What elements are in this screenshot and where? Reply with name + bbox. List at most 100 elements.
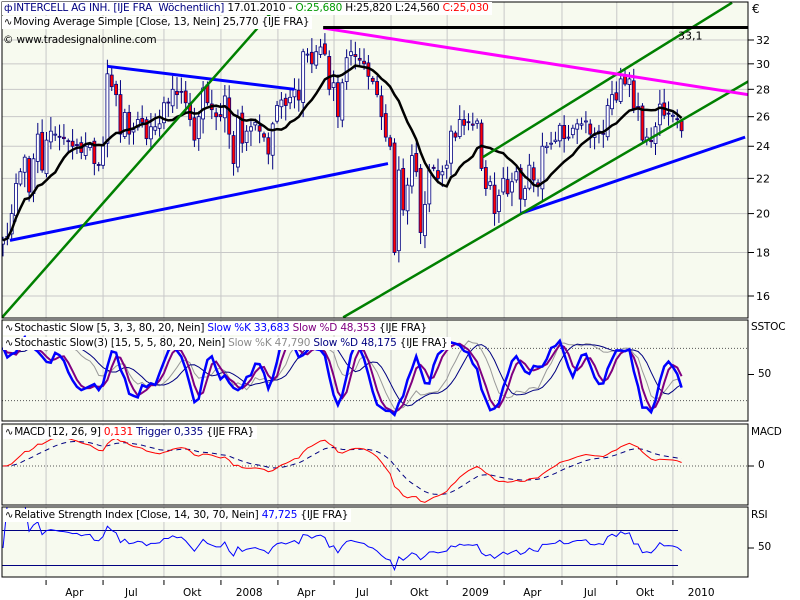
candle: [505, 166, 510, 197]
candle-body: [666, 112, 671, 115]
candle-body: [671, 114, 675, 117]
candle-body: [375, 81, 380, 96]
interval-label[interactable]: Wöchentlich]: [158, 2, 225, 14]
ma-legend[interactable]: ∿Moving Average Simple [Close, 13, Nein]…: [2, 16, 313, 29]
candle-body: [44, 139, 49, 175]
candle: [144, 116, 149, 146]
candle: [122, 108, 127, 139]
candle: [379, 85, 384, 130]
stoch2-d: Slow %D 48,175: [313, 337, 397, 349]
candle-body: [275, 105, 279, 122]
x-tick-label: 2008: [236, 587, 263, 599]
candle: [35, 122, 40, 174]
candle-body: [392, 142, 397, 253]
candle: [544, 141, 549, 154]
candle: [275, 100, 279, 124]
candle: [196, 111, 201, 151]
candle-body: [631, 80, 636, 109]
candle: [423, 191, 427, 249]
candle: [288, 88, 293, 110]
candle-body: [436, 170, 440, 179]
candle: [53, 126, 58, 142]
stoch1-name: Stochastic Slow [5, 3, 3, 80, 20, Nein]: [14, 322, 205, 334]
rsi-legend[interactable]: ∿Relative Strength Index [Close, 14, 30,…: [3, 509, 352, 522]
candle: [457, 105, 462, 139]
stoch1-legend[interactable]: ∿Stochastic Slow [5, 3, 3, 80, 20, Nein]…: [3, 322, 430, 335]
candle-body: [396, 169, 401, 252]
candle-body: [679, 120, 684, 132]
candle-body: [148, 126, 153, 140]
candle: [566, 124, 571, 141]
stochastic-panel: [2, 334, 748, 418]
candle-body: [57, 135, 62, 138]
candle: [396, 156, 401, 263]
rsi-name: Relative Strength Index [Close, 14, 30, …: [14, 509, 259, 521]
candle: [18, 168, 23, 187]
candle: [162, 96, 166, 130]
candle: [40, 119, 45, 173]
candle-body: [357, 57, 362, 61]
trendline-blue-lower-1: [9, 162, 389, 242]
candle-body: [527, 164, 532, 189]
open-value: O:25,680: [295, 2, 343, 14]
candle: [48, 117, 53, 150]
candle: [401, 158, 406, 216]
candle-body: [240, 112, 245, 144]
candle-body: [114, 83, 118, 96]
candle-body: [488, 181, 493, 186]
candle-body: [657, 103, 662, 126]
x-tick-label: Okt: [636, 587, 654, 599]
candle: [279, 91, 284, 119]
candle: [283, 93, 288, 121]
candle: [227, 85, 232, 149]
candle: [466, 113, 471, 131]
candle-body: [362, 60, 366, 65]
panel-border: [1, 319, 749, 422]
y-tick-label: 24: [756, 140, 770, 153]
stoch-tick-label: 50: [758, 368, 771, 380]
candle: [523, 185, 527, 207]
candle-body: [353, 54, 358, 57]
candle-body: [227, 97, 232, 135]
candle: [392, 138, 397, 256]
candle-body: [35, 133, 40, 162]
candle-body: [153, 126, 158, 131]
candle-body: [53, 133, 58, 136]
candle-body: [492, 184, 497, 214]
candle-body: [610, 94, 614, 110]
candle-body: [301, 51, 306, 103]
candle: [444, 160, 449, 179]
candle: [553, 131, 558, 144]
candle-body: [249, 126, 253, 132]
rsi-tick-label: 50: [758, 541, 771, 553]
candle-body: [349, 51, 353, 56]
candle-body: [423, 204, 427, 237]
candle-body: [557, 124, 562, 142]
candle: [296, 78, 301, 112]
stoch1-d: Slow %D 48,353: [292, 322, 376, 334]
candle-body: [218, 114, 223, 118]
stoch2-legend[interactable]: ∿Stochastic Slow(3) [15, 5, 5, 80, 20, N…: [3, 337, 451, 350]
candle-body: [131, 129, 136, 133]
candle-body: [588, 123, 593, 135]
candle-body: [105, 73, 110, 144]
candle: [166, 97, 171, 117]
indicator-wave-icon: ∿: [4, 17, 13, 28]
candle: [579, 117, 584, 130]
candle: [257, 114, 262, 144]
candle: [557, 122, 562, 148]
candle: [436, 158, 440, 184]
rsi-exchange: {IJE FRA}: [300, 509, 349, 521]
copyright: © www.tradesignalonline.com: [3, 34, 157, 46]
stoch2-k: Slow %K 47,790: [228, 337, 311, 349]
x-tick-label: Okt: [183, 587, 201, 599]
high-value: H:25,820: [345, 2, 392, 14]
candle: [675, 109, 680, 129]
candle: [657, 89, 662, 136]
candle: [127, 104, 132, 145]
candle: [666, 101, 671, 126]
candle-body: [405, 184, 410, 212]
candle-body: [166, 101, 171, 104]
macd-legend[interactable]: ∿MACD [12, 26, 9] 0,131 Trigger 0,335 {I…: [3, 426, 258, 439]
candle-body: [466, 121, 471, 124]
